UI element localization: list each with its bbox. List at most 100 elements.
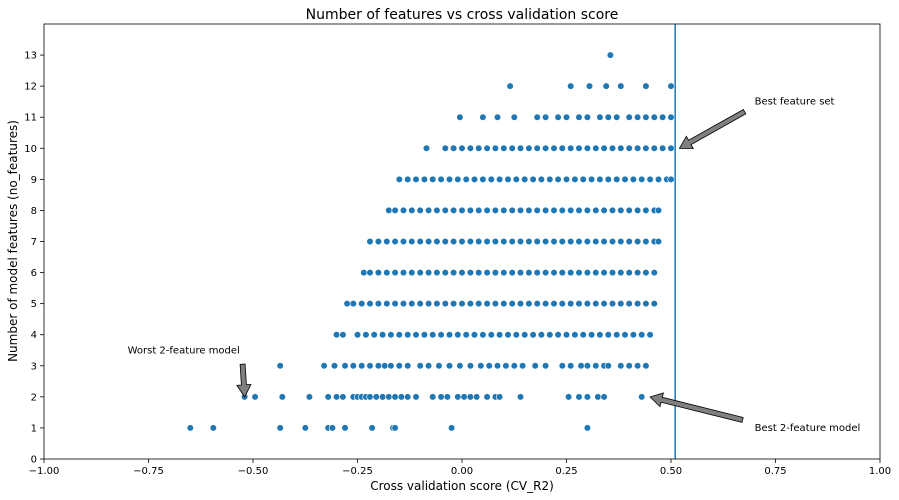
data-point	[608, 269, 617, 277]
data-point	[483, 237, 491, 246]
data-point	[422, 144, 431, 152]
data-point	[571, 331, 579, 339]
data-point	[475, 269, 483, 277]
x-tick-label: 1.00	[869, 466, 891, 477]
data-point	[604, 331, 612, 339]
data-point	[521, 175, 529, 183]
data-point	[441, 300, 449, 308]
data-point	[458, 144, 466, 152]
data-point	[391, 269, 399, 277]
data-point	[458, 206, 466, 214]
data-point	[633, 237, 642, 246]
data-point	[477, 362, 485, 370]
data-point	[450, 144, 458, 152]
data-point	[650, 300, 658, 308]
data-point	[353, 331, 362, 339]
data-point	[404, 331, 412, 339]
data-point	[500, 237, 508, 246]
data-point	[583, 144, 592, 152]
data-point	[374, 269, 383, 277]
data-point	[541, 237, 550, 246]
data-point	[186, 424, 194, 432]
data-point	[567, 144, 575, 152]
data-point	[550, 237, 558, 246]
data-point	[575, 237, 583, 246]
data-point	[425, 362, 433, 370]
data-point	[606, 51, 615, 59]
data-point	[667, 144, 675, 152]
data-point	[324, 393, 332, 401]
data-point	[496, 175, 504, 183]
data-point	[654, 237, 663, 246]
data-point	[466, 237, 475, 246]
data-point	[629, 331, 638, 339]
data-point	[541, 269, 550, 277]
data-point	[558, 362, 566, 370]
data-point	[583, 424, 592, 432]
data-point	[328, 424, 337, 432]
annotation-arrow	[678, 108, 747, 149]
y-tick-label: 2	[31, 392, 37, 403]
annotation-text: Best feature set	[755, 97, 835, 108]
data-point	[450, 237, 458, 246]
data-point	[416, 269, 424, 277]
data-point	[667, 82, 675, 90]
data-point	[596, 175, 604, 183]
data-point	[251, 393, 259, 401]
data-point	[642, 362, 650, 370]
y-tick-label: 8	[31, 206, 37, 217]
data-point	[387, 331, 395, 339]
data-point	[437, 393, 445, 401]
data-point	[391, 206, 399, 214]
annotation-text: Best 2-feature model	[755, 423, 861, 434]
data-point	[604, 362, 612, 370]
data-point	[642, 113, 650, 121]
data-point	[533, 300, 541, 308]
data-point	[633, 113, 642, 121]
data-point	[360, 269, 368, 277]
data-point	[567, 206, 575, 214]
data-point	[466, 362, 475, 370]
data-point	[450, 300, 458, 308]
data-point	[339, 331, 347, 339]
data-point	[577, 362, 585, 370]
data-point	[379, 331, 387, 339]
data-point	[500, 300, 508, 308]
data-point	[383, 237, 391, 246]
data-point	[541, 206, 550, 214]
data-point	[650, 269, 658, 277]
data-point	[617, 300, 625, 308]
data-point	[466, 206, 475, 214]
x-tick-label: 0.50	[660, 466, 682, 477]
data-point	[450, 269, 458, 277]
data-point	[383, 300, 391, 308]
data-point	[594, 393, 602, 401]
data-point	[479, 175, 487, 183]
data-point	[575, 113, 583, 121]
data-point	[525, 300, 533, 308]
y-tick-label: 1	[31, 423, 37, 434]
data-point	[533, 206, 541, 214]
data-point	[550, 269, 558, 277]
data-point	[416, 206, 424, 214]
data-point	[638, 175, 646, 183]
y-tick-label: 13	[24, 51, 37, 62]
data-point	[341, 424, 349, 432]
data-point	[558, 237, 566, 246]
data-point	[466, 393, 475, 401]
data-point	[546, 331, 554, 339]
data-point	[667, 113, 675, 121]
data-point	[404, 393, 412, 401]
data-point	[458, 300, 466, 308]
data-point	[638, 331, 646, 339]
data-point	[592, 362, 600, 370]
data-points	[186, 51, 675, 432]
data-point	[381, 362, 389, 370]
data-point	[437, 175, 445, 183]
y-tick-label: 5	[31, 299, 37, 310]
data-point	[541, 300, 550, 308]
data-point	[420, 331, 429, 339]
data-point	[642, 144, 650, 152]
data-point	[404, 175, 412, 183]
